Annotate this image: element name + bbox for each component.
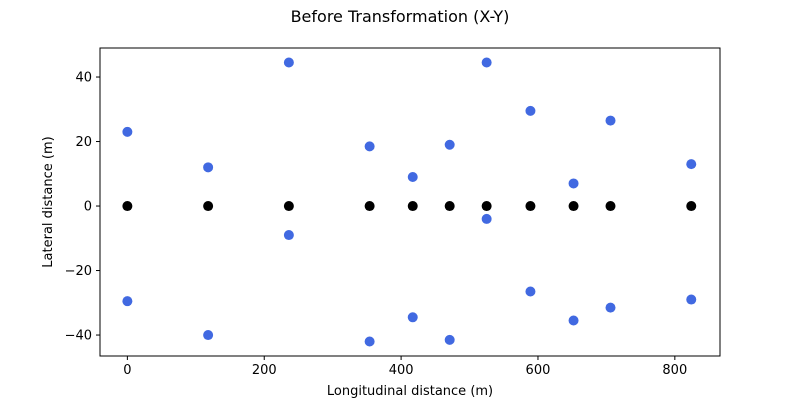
data-point	[444, 334, 455, 345]
data-point	[686, 201, 697, 212]
x-tick-label: 200	[252, 363, 277, 378]
data-point	[481, 57, 492, 68]
data-point	[568, 178, 579, 189]
data-point	[525, 286, 536, 297]
data-point	[122, 296, 133, 307]
x-axis-ticks: 0 200 400 600 800	[123, 356, 687, 378]
data-point	[283, 201, 294, 212]
data-point	[568, 315, 579, 326]
y-tick-label: −20	[65, 264, 92, 279]
data-point	[481, 213, 492, 224]
x-tick-label: 800	[662, 363, 687, 378]
y-tick-label: −40	[65, 329, 92, 344]
x-tick-label: 0	[123, 363, 131, 378]
data-point	[407, 201, 418, 212]
data-point	[686, 159, 697, 170]
data-point	[283, 230, 294, 241]
data-point	[203, 201, 214, 212]
data-point	[364, 201, 375, 212]
y-tick-label: 0	[84, 200, 92, 215]
y-axis-ticks: −40 −20 0 20 40	[65, 71, 100, 344]
chart-title: Before Transformation (X-Y)	[291, 7, 510, 26]
x-tick-label: 400	[389, 363, 414, 378]
data-point	[203, 330, 214, 341]
y-tick-label: 40	[75, 71, 92, 86]
data-point	[364, 336, 375, 347]
data-point	[407, 172, 418, 183]
data-point	[568, 201, 579, 212]
data-point	[444, 201, 455, 212]
data-point	[283, 57, 294, 68]
y-tick-label: 20	[75, 135, 92, 150]
data-point	[525, 201, 536, 212]
data-points	[122, 57, 697, 347]
data-point	[481, 201, 492, 212]
data-point	[203, 162, 214, 173]
x-tick-label: 600	[526, 363, 551, 378]
data-point	[686, 294, 697, 305]
data-point	[444, 139, 455, 150]
data-point	[605, 201, 616, 212]
data-point	[122, 201, 133, 212]
data-point	[605, 302, 616, 313]
y-axis-label: Lateral distance (m)	[41, 136, 56, 267]
data-point	[605, 115, 616, 126]
data-point	[407, 312, 418, 323]
data-point	[525, 105, 536, 116]
data-point	[364, 141, 375, 152]
x-axis-label: Longitudinal distance (m)	[327, 384, 493, 399]
data-point	[122, 126, 133, 137]
